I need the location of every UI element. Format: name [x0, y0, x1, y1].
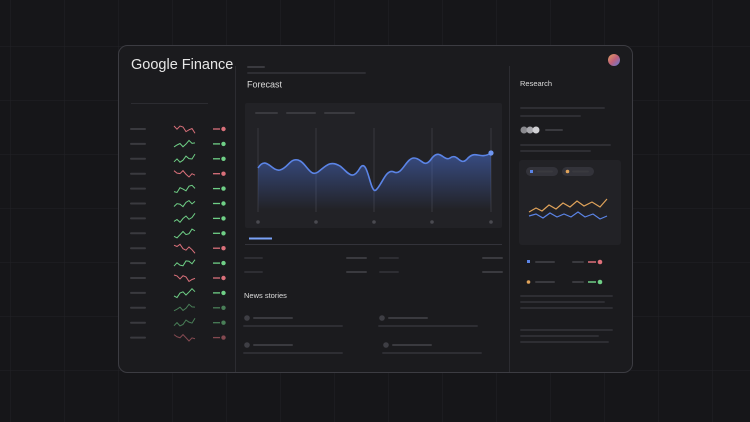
swatch	[526, 280, 531, 284]
news-list	[243, 315, 482, 354]
change-dot	[221, 141, 226, 147]
legend-swatch	[565, 169, 570, 174]
sparkline	[173, 199, 196, 208]
avatar-chip	[520, 126, 528, 134]
forecast-title: Forecast	[247, 79, 283, 89]
news-thumb	[244, 342, 250, 348]
change-dot	[221, 305, 226, 310]
change-dot	[221, 186, 226, 191]
change-dot	[221, 156, 226, 161]
news-thumb	[379, 315, 385, 321]
change-dot	[221, 171, 226, 176]
news-title: News stories	[244, 291, 287, 300]
sparkline	[173, 287, 196, 299]
app-title: Google Finance	[131, 57, 233, 73]
change-dot	[221, 290, 226, 296]
change-dot	[221, 335, 226, 340]
sparkline	[173, 317, 196, 327]
column-dot	[489, 220, 493, 224]
legend-swatch	[530, 170, 533, 173]
change-dot	[221, 246, 226, 251]
sparkline	[173, 274, 196, 283]
change-dot	[597, 259, 603, 265]
compare-line-orange	[528, 198, 608, 213]
change-dot	[221, 201, 226, 206]
stats	[244, 257, 503, 273]
sparkline	[173, 333, 196, 342]
change-dot	[221, 216, 226, 221]
change-dot	[221, 126, 226, 132]
avatar	[608, 54, 620, 66]
sparkline	[173, 169, 196, 178]
swatch	[527, 260, 530, 263]
avatar-chip	[526, 126, 534, 134]
change-dot	[597, 279, 603, 285]
research-title: Research	[520, 79, 552, 88]
forecast-area	[258, 153, 491, 210]
sparkline	[173, 243, 196, 254]
change-dot	[221, 260, 226, 266]
avatar-chip	[532, 126, 540, 134]
column-dot	[256, 220, 260, 224]
sparkline	[173, 228, 196, 239]
sparkline	[173, 153, 196, 163]
news-thumb	[383, 342, 389, 348]
sparkline	[173, 303, 196, 312]
compare-line-blue	[528, 211, 608, 220]
sparkline	[173, 213, 196, 224]
column-dot	[372, 220, 376, 224]
watchlist	[130, 125, 226, 342]
sparkline	[173, 184, 196, 194]
sparkline	[173, 139, 196, 148]
sparkline	[173, 125, 196, 134]
forecast-endpoint	[488, 150, 494, 156]
news-thumb	[244, 315, 250, 321]
column-dot	[430, 220, 434, 224]
change-dot	[221, 231, 226, 236]
change-dot	[221, 320, 226, 325]
forecast-line	[257, 152, 492, 191]
change-dot	[221, 275, 226, 281]
sparkline	[173, 259, 196, 267]
column-dot	[314, 220, 318, 224]
compare-panel	[519, 160, 621, 245]
